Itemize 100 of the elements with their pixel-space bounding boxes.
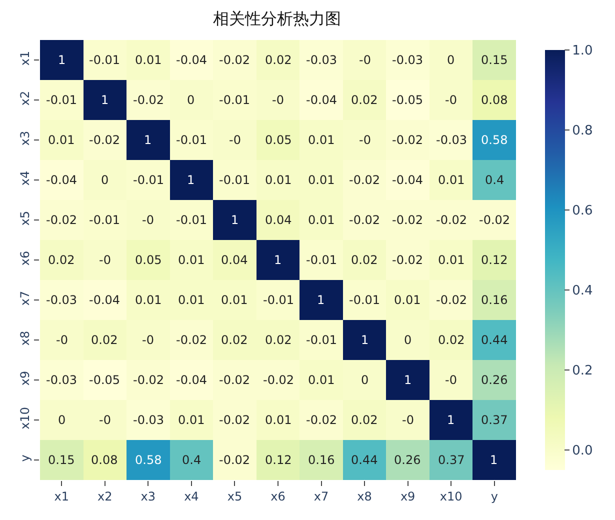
data-label: -0.01 [263,293,294,307]
x-tick-label: x2 [98,489,112,504]
data-label: 0.44 [481,333,508,347]
data-label: -0.02 [219,53,250,67]
data-label: 0.01 [265,173,292,187]
data-label: 0.01 [438,253,465,267]
data-label: -0 [142,333,154,347]
data-label: -0.04 [306,93,338,107]
color-bar-label: 0.4 [572,284,593,299]
data-label: 0.02 [265,53,292,67]
y-tick-label: x5 [18,210,32,226]
data-label: -0.03 [46,293,78,307]
y-tick-label: y [18,454,32,462]
data-label: -0.03 [133,413,164,427]
data-label: 0.12 [265,453,292,467]
data-label: 0.02 [351,413,378,427]
data-label: 0.05 [265,133,292,147]
data-label: 0 [447,53,455,67]
data-label: -0 [272,93,284,107]
data-label: -0.02 [392,133,424,147]
color-bar-label: 0.6 [572,204,593,219]
data-label: -0 [99,413,111,427]
y-tick-label: x3 [18,130,32,146]
data-label: -0.03 [436,133,468,147]
data-label: -0.01 [219,173,250,187]
data-label: -0.02 [219,413,250,427]
data-label: 1 [404,373,412,387]
data-label: 0 [187,93,195,107]
data-label: -0.02 [436,213,468,227]
data-label: 1 [144,133,152,147]
data-label: 1 [231,213,239,227]
x-tick-label: x6 [270,489,286,504]
data-label: -0 [56,333,68,347]
data-label: 0.01 [394,293,421,307]
data-label: 0 [404,333,412,347]
data-label: -0 [99,253,111,267]
data-label: 0.08 [91,453,118,467]
data-label: -0.01 [306,333,338,347]
data-label: -0.02 [349,213,380,227]
data-label: 0.05 [135,253,162,267]
x-tick-label: x8 [357,489,372,504]
y-tick-label: x10 [18,407,32,430]
data-label: -0.02 [89,133,120,147]
data-label: -0.02 [349,173,380,187]
data-label: 0.04 [221,253,248,267]
data-label: 0.01 [221,293,248,307]
data-label: -0 [359,53,371,67]
data-label: 0.01 [178,413,205,427]
data-label: 0.01 [438,173,465,187]
data-label: 0.4 [485,173,504,187]
data-label: -0.01 [306,253,338,267]
data-label: 0.02 [91,333,118,347]
x-tick-label: y [490,489,498,504]
data-label: -0.03 [46,373,78,387]
data-label: -0.01 [89,213,120,227]
data-label: 1 [101,93,109,107]
data-label: 0.01 [48,133,75,147]
data-label: 0.4 [182,453,202,467]
data-label: 0.15 [48,453,75,467]
data-label: -0.04 [176,373,208,387]
data-label: -0 [359,133,371,147]
data-label: 0.37 [481,413,508,427]
data-label: -0.03 [392,53,424,67]
data-label: 1 [361,333,369,347]
data-label: 0.02 [351,253,378,267]
data-label: 0.01 [178,253,205,267]
data-label: -0.04 [176,53,208,67]
data-label: -0 [229,133,241,147]
data-label: 0.58 [481,133,508,147]
y-tick-label: x2 [18,90,32,106]
data-label: 1 [490,453,498,467]
data-label: -0.04 [392,173,424,187]
data-label: -0.01 [89,53,120,67]
data-label: 0.01 [178,293,205,307]
data-label: -0.02 [479,213,510,227]
data-label: 0 [101,173,109,187]
data-label: 0.01 [265,413,292,427]
data-label: 0.02 [265,333,292,347]
data-label: 0.16 [308,453,335,467]
data-label: -0.03 [306,53,338,67]
data-label: -0.04 [46,173,78,187]
x-tick-label: x9 [400,489,416,504]
data-label: 0.01 [308,173,335,187]
data-label: 0.12 [481,253,508,267]
color-bar-label: 0.2 [572,364,593,379]
x-tick-label: x4 [184,489,199,504]
data-label: -0 [402,413,414,427]
data-label: 0.58 [135,453,162,467]
data-label: 0.44 [351,453,378,467]
data-label: -0.01 [349,293,380,307]
data-label: -0.04 [89,293,120,307]
data-label: -0.01 [176,133,208,147]
data-label: -0.02 [176,333,208,347]
x-tick-label: x10 [440,489,462,504]
x-tick-label: x7 [314,489,329,504]
data-label: -0.01 [176,213,208,227]
data-label: 0.02 [48,253,75,267]
x-tick-label: x5 [227,489,242,504]
data-label: -0.02 [219,453,250,467]
data-label: 0 [361,373,369,387]
